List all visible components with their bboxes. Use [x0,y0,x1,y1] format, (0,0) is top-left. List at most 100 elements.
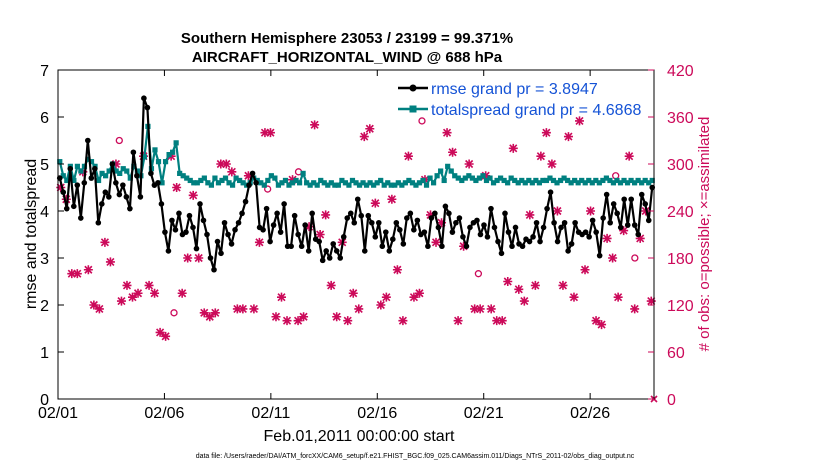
rmse-point [295,231,301,238]
rmse-point [375,219,382,226]
spread-point [134,168,140,174]
rmse-point [60,189,67,195]
rmse-point [106,194,112,200]
spread-point [113,168,119,174]
spread-point [328,180,334,186]
rmse-point [263,205,270,212]
obs-assimilated-point [497,316,507,326]
rmse-point [214,238,221,245]
spread-point [141,154,148,160]
spread-point [198,177,204,184]
obs-assimilated-point [392,265,402,275]
spread-point [596,180,602,186]
spread-point [222,175,229,181]
rmse-point [519,243,526,250]
y-tick-label: 0 [40,392,49,409]
obs-assimilated-point [128,292,137,302]
rmse-point [617,224,624,231]
spread-point [473,177,479,184]
obs-assimilated-point [563,132,573,142]
spread-point [311,180,317,186]
spread-point [339,177,345,184]
obs-assimilated-point [111,159,121,169]
spread-point [127,175,133,181]
rmse-point [474,217,480,224]
spread-point [420,177,426,184]
spread-point [314,182,320,188]
obs-assimilated-point [288,175,298,185]
obs-assimilated-point [188,190,198,200]
spread-point [332,182,338,188]
spread-point [416,180,423,186]
obs-assimilated-point [547,159,557,169]
rmse-point [568,241,575,247]
spread-point [258,180,264,186]
spread-point [360,180,366,186]
rmse-point [495,238,501,245]
obs-assimilated-point [194,253,204,263]
obs-assimilated-point [525,210,535,220]
spread-point [88,159,95,165]
spread-point [501,177,507,184]
spread-point [99,170,105,176]
rmse-point [432,210,438,217]
rmse-point [197,201,203,207]
obs-assimilated-point [238,304,248,314]
rmse-point [544,205,550,212]
spread-point [448,168,454,174]
rmse-point [63,205,70,212]
rmse-point [467,224,473,231]
rmse-point [225,231,231,238]
spread-point [564,177,571,184]
obs-assimilated-point [370,198,380,208]
obs-assimilated-point [398,316,408,326]
spread-point [212,175,218,181]
obs-assimilated-point [481,171,491,181]
spread-point [184,175,190,181]
obs-possible-point [115,136,123,145]
rmse-point [249,170,256,177]
spread-point [307,182,313,188]
spread-point [568,180,574,186]
obs-assimilated-point [343,316,353,326]
spread-point [363,182,370,188]
obs-assimilated-point [183,253,193,263]
x-tick-label: 02/06 [144,405,184,422]
spread-point [159,180,165,186]
spread-point [402,180,408,186]
rmse-point [260,227,266,233]
legend-spread-label: totalspread grand pr = 4.6868 [431,102,641,119]
spread-point [215,180,222,186]
obs-assimilated-point [243,171,253,181]
rmse-point [642,201,649,207]
rmse-point [561,219,568,226]
spread-point [586,177,592,184]
rmse-point [316,238,322,245]
obs-assimilated-point [624,151,634,161]
spread-point [282,177,289,184]
rmse-point [361,248,368,254]
rmse-point [109,161,116,167]
rmse-point [368,219,375,226]
y2-tick-label: 180 [667,251,694,268]
spread-point [74,163,80,169]
rmse-point [393,219,400,226]
x-tick-label: 02/26 [570,405,610,422]
obs-assimilated-point [221,159,231,169]
obs-assimilated-point [453,316,463,326]
obs-assimilated-point [199,308,209,318]
obs-assimilated-point [630,304,640,314]
spread-point [353,180,359,186]
rmse-point [537,238,543,245]
rmse-point [477,231,484,238]
obs-assimilated-point [426,210,435,220]
x-tick-label: 02/11 [251,405,290,422]
rmse-point [428,215,435,221]
obs-assimilated-point [608,253,618,263]
y-axis-label: rmse and totalspread [23,159,40,309]
spread-point [233,175,239,181]
rmse-point [586,234,592,240]
rmse-point [183,229,189,235]
